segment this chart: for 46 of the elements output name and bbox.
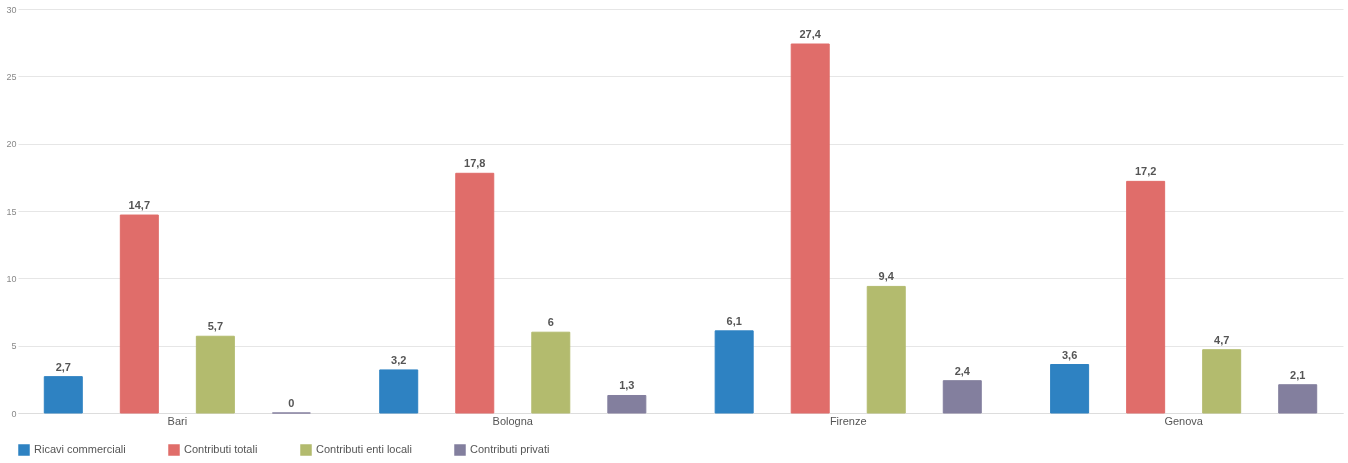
- data-label: 14,7: [128, 199, 151, 212]
- bar: [714, 330, 754, 414]
- data-label: 17,8: [464, 157, 486, 170]
- y-tick-label: 25: [6, 71, 17, 82]
- x-tick-label: Bologna: [492, 414, 534, 427]
- data-label: 1,3: [619, 379, 635, 392]
- bar: [1050, 364, 1090, 414]
- bar: [119, 214, 159, 414]
- bar: [942, 380, 982, 414]
- x-tick-label: Bari: [167, 414, 188, 427]
- data-label: 5,7: [207, 320, 223, 333]
- y-tick-label: 30: [6, 4, 17, 15]
- bar: [379, 369, 419, 414]
- legend-label: Contributi enti locali: [316, 443, 412, 455]
- data-label: 27,4: [799, 28, 822, 41]
- bar: [43, 376, 83, 414]
- legend-label: Contributi totali: [184, 443, 258, 455]
- bar: [1202, 349, 1242, 414]
- data-label: 9,4: [878, 270, 895, 283]
- y-tick-label: 0: [11, 408, 17, 419]
- bar: [455, 172, 495, 414]
- data-label: 0: [288, 397, 295, 409]
- bar: [1278, 384, 1318, 414]
- bar: [607, 394, 647, 414]
- bar: [195, 335, 235, 414]
- legend-label: Ricavi commerciali: [34, 443, 126, 455]
- data-label: 3,2: [391, 353, 407, 366]
- x-tick-label: Firenze: [829, 414, 867, 427]
- x-tick-label: Genova: [1164, 414, 1204, 427]
- data-label: 4,7: [1214, 333, 1230, 346]
- bar: [531, 331, 571, 414]
- bar: [866, 285, 906, 414]
- bar: [790, 43, 830, 414]
- y-tick-label: 15: [6, 206, 17, 217]
- legend-label: Contributi privati: [470, 443, 550, 455]
- y-tick-label: 5: [11, 341, 17, 352]
- data-label: 6: [547, 316, 554, 329]
- data-label: 2,4: [954, 364, 971, 377]
- bar: [1126, 180, 1166, 414]
- data-label: 6,1: [726, 314, 742, 327]
- data-label: 17,2: [1134, 165, 1157, 178]
- data-label: 2,1: [1290, 368, 1306, 381]
- data-label: 3,6: [1061, 348, 1078, 361]
- y-tick-label: 20: [6, 139, 17, 150]
- data-label: 2,7: [55, 360, 71, 373]
- y-tick-label: 10: [6, 273, 17, 284]
